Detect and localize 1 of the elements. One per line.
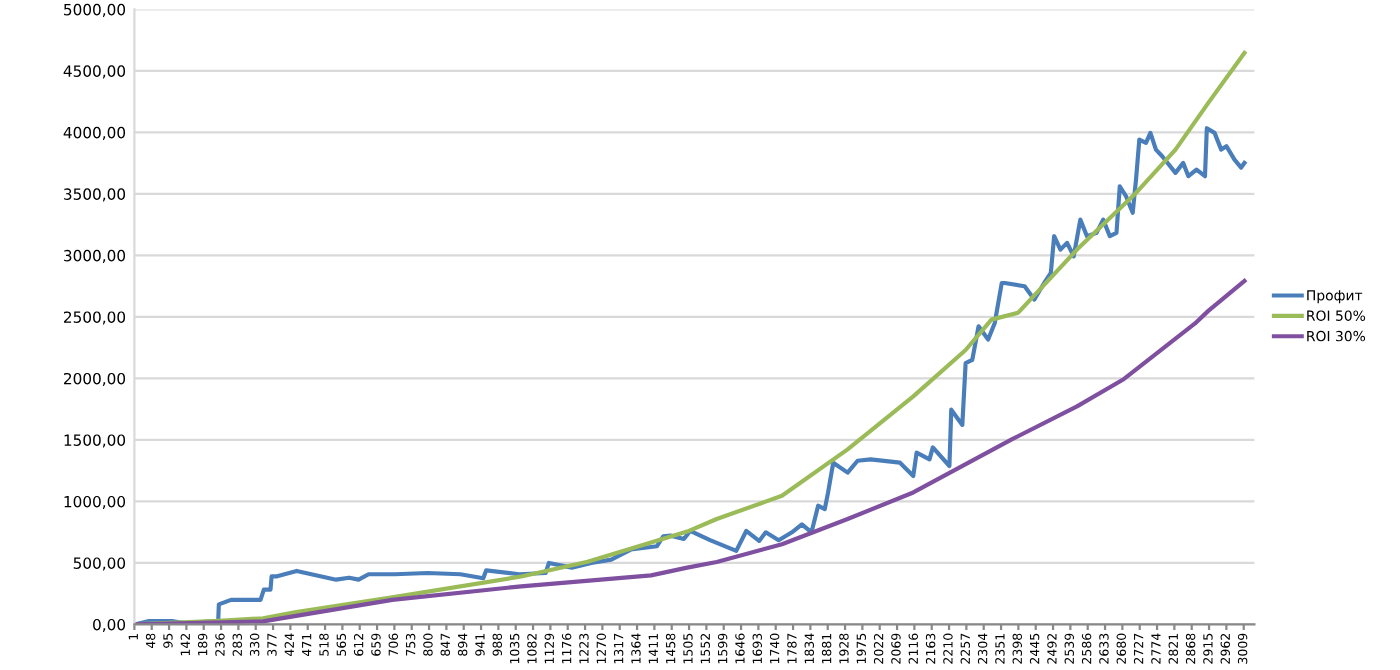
line-series (134, 278, 1247, 625)
